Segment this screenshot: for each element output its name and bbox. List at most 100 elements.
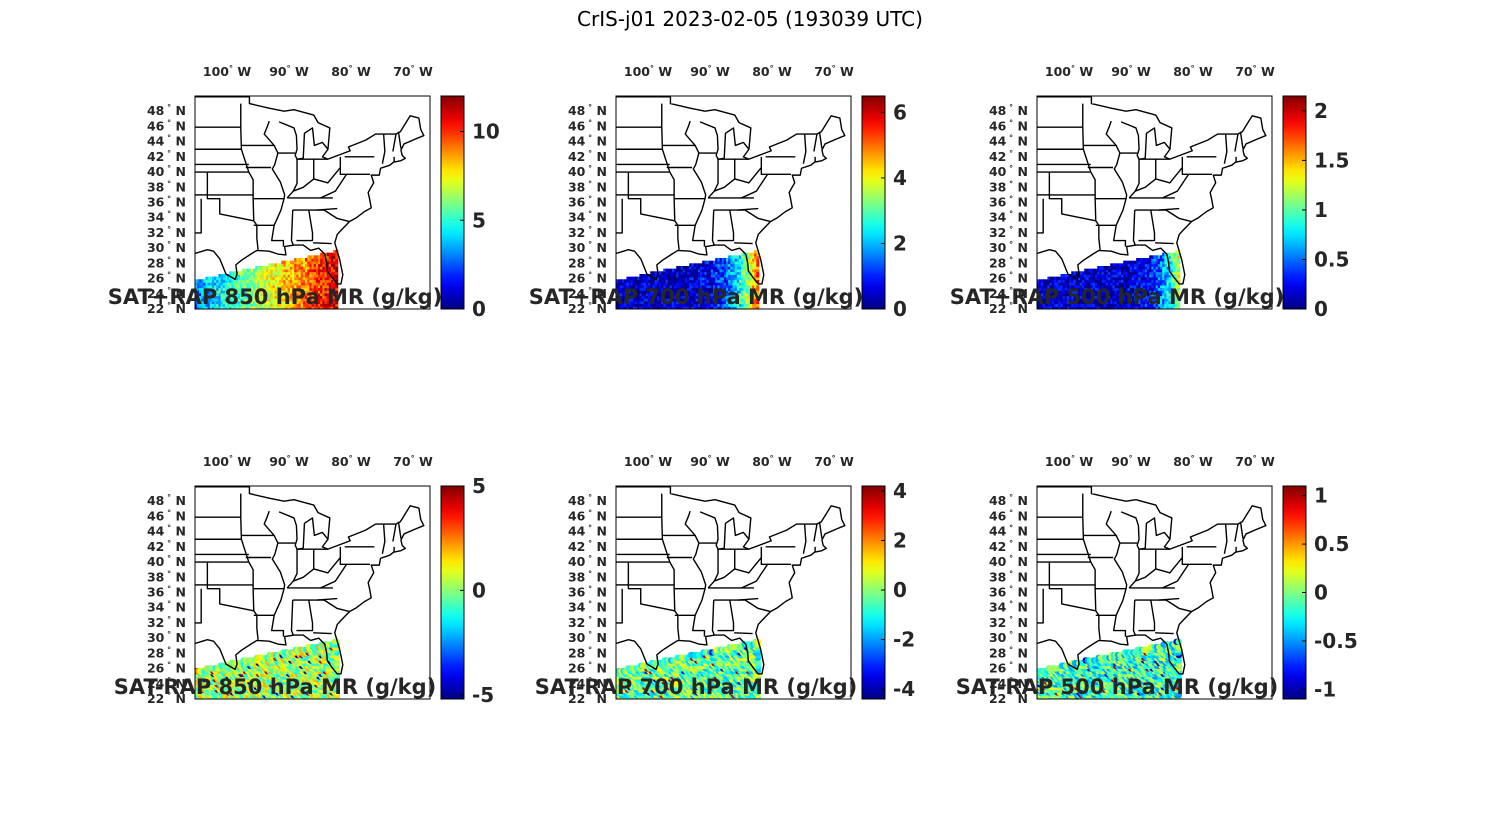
swath-pixel (732, 255, 736, 259)
swath-pixel (671, 292, 675, 297)
swath-pixel (736, 287, 740, 291)
swath-pixel (279, 292, 282, 297)
swath-pixel (1170, 295, 1174, 299)
swath-pixel (756, 268, 760, 273)
swath-pixel (328, 266, 332, 270)
swath-pixel (255, 281, 259, 286)
swath-pixel (728, 260, 732, 265)
swath-pixel (261, 287, 265, 291)
swath-pixel (274, 263, 278, 267)
swath-pixel (1138, 297, 1142, 302)
swath-pixel (663, 279, 667, 283)
swath-pixel (1088, 276, 1092, 281)
lat-label: 28 ° N (568, 255, 607, 270)
swath-pixel (730, 292, 734, 297)
swath-pixel (624, 303, 628, 307)
swath-pixel (322, 258, 326, 262)
swath-pixel (224, 276, 228, 281)
swath-pixel (745, 292, 749, 297)
swath-pixel (1121, 305, 1124, 309)
swath-pixel (1090, 289, 1094, 294)
swath-pixel (196, 292, 200, 297)
swath-pixel (281, 297, 285, 302)
swath-pixel (1159, 303, 1163, 307)
swath-pixel (261, 271, 265, 275)
swath-pixel (196, 287, 200, 291)
swath-pixel (1157, 281, 1161, 286)
swath-pixel (1099, 279, 1103, 283)
swath-pixel (1116, 263, 1120, 267)
swath-pixel (747, 295, 751, 299)
swath-pixel (285, 300, 289, 305)
lon-label: 100° W (1045, 64, 1093, 79)
swath-pixel (704, 289, 708, 294)
swath-pixel (1121, 266, 1124, 270)
swath-pixel (259, 303, 263, 307)
swath-pixel (287, 281, 291, 286)
swath-pixel (1116, 273, 1120, 278)
swath-pixel (1112, 297, 1116, 302)
swath-pixel (335, 287, 339, 291)
swath-pixel (1151, 305, 1155, 309)
swath-pixel (272, 292, 276, 297)
swath-pixel (1168, 266, 1172, 270)
swath-pixel (697, 297, 701, 302)
swath-pixel (616, 279, 619, 283)
swath-pixel (695, 289, 699, 294)
swath-pixel (645, 292, 649, 297)
swath-pixel (253, 287, 257, 291)
swath-pixel (322, 271, 326, 275)
swath-pixel (1164, 292, 1168, 297)
swath-pixel (320, 289, 324, 294)
swath-pixel (658, 292, 662, 297)
swath-pixel (311, 305, 315, 309)
swath-pixel (695, 266, 699, 270)
swath-pixel (224, 284, 228, 289)
swath-pixel (196, 289, 200, 294)
swath-pixel (645, 305, 649, 309)
colorbar-tick-label: 0 (893, 297, 907, 321)
swath-pixel (207, 289, 211, 294)
swath-pixel (220, 303, 224, 307)
swath-pixel (749, 271, 753, 275)
swath-pixel (207, 297, 211, 302)
swath-pixel (1105, 289, 1109, 294)
swath-pixel (697, 303, 701, 307)
swath-pixel (281, 305, 285, 309)
swath-pixel (307, 276, 311, 281)
lat-label: 24 ° N (147, 676, 186, 691)
swath-pixel (1056, 292, 1060, 297)
swath-pixel (648, 281, 652, 286)
swath-pixel (216, 281, 220, 286)
swath-pixel (632, 284, 636, 289)
swath-pixel (311, 260, 315, 265)
swath-pixel (736, 303, 740, 307)
swath-pixel (1123, 263, 1127, 267)
swath-pixel (1073, 287, 1077, 291)
lat-label: 34 ° N (568, 210, 607, 225)
swath-pixel (279, 284, 282, 289)
swath-pixel (263, 295, 267, 299)
state-border (737, 209, 771, 223)
swath-pixel (1127, 266, 1131, 270)
swath-pixel (682, 295, 686, 299)
swath-pixel (663, 295, 667, 299)
swath-pixel (279, 271, 282, 275)
swath-pixel (268, 287, 272, 291)
swath-pixel (1155, 303, 1159, 307)
swath-pixel (1086, 289, 1090, 294)
swath-pixel (270, 266, 274, 270)
swath-pixel (235, 295, 239, 299)
swath-pixel (1162, 289, 1166, 294)
swath-pixel (1118, 305, 1122, 309)
swath-pixel (648, 289, 652, 294)
swath-pixel (747, 268, 751, 273)
swath-pixel (648, 279, 652, 283)
swath-pixel (1053, 297, 1057, 302)
swath-pixel (658, 289, 662, 294)
swath-pixel (315, 276, 319, 281)
swath-pixel (287, 271, 291, 275)
swath-pixel (1064, 297, 1068, 302)
swath-pixel (218, 295, 222, 299)
swath-pixel (302, 260, 306, 265)
